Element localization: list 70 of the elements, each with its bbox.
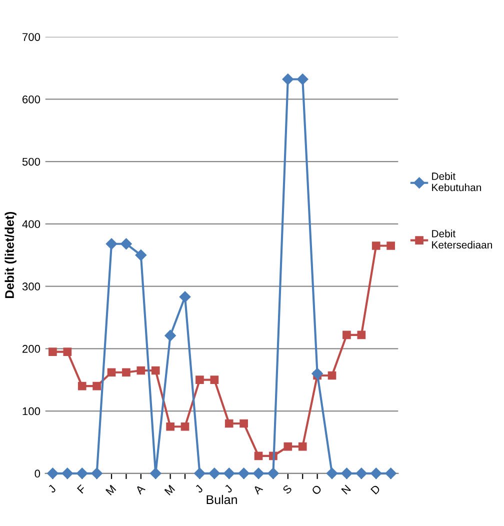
x-tick-label: A xyxy=(134,484,146,495)
point xyxy=(63,348,72,356)
point xyxy=(180,422,190,431)
y-tick-label: 700 xyxy=(22,33,40,41)
point xyxy=(224,468,235,480)
x-tick-label: M xyxy=(164,484,175,496)
y-tick-label: 500 xyxy=(22,158,40,166)
point xyxy=(370,468,382,480)
y-tick-label: 100 xyxy=(22,407,40,416)
x-tick-label: J xyxy=(224,484,233,494)
x-tick-label: M xyxy=(106,484,116,496)
point xyxy=(135,250,147,261)
point xyxy=(164,330,176,342)
point xyxy=(240,419,248,428)
point xyxy=(357,330,366,340)
point xyxy=(166,422,174,431)
point xyxy=(284,442,292,451)
point xyxy=(122,368,130,377)
point xyxy=(342,330,351,340)
x-axis-title: Bulan xyxy=(206,494,237,504)
point xyxy=(47,468,58,480)
point xyxy=(238,468,250,480)
point xyxy=(151,366,160,375)
point xyxy=(341,468,352,480)
x-tick-label: O xyxy=(311,484,322,496)
x-tick-label: S xyxy=(282,484,292,494)
point xyxy=(210,376,219,384)
y-axis-title: Debit (litet/det) xyxy=(4,212,16,298)
x-tick-label: N xyxy=(341,484,351,495)
point xyxy=(194,468,206,480)
point xyxy=(136,366,146,375)
x-tick-label: D xyxy=(370,484,381,495)
y-tick-label: 600 xyxy=(22,95,40,104)
y-tick-label: 400 xyxy=(22,220,40,228)
legend-label: Debit Ketersediaan xyxy=(432,230,492,249)
point xyxy=(372,242,380,250)
point xyxy=(252,468,264,480)
point xyxy=(224,419,234,428)
x-tick-label: F xyxy=(76,484,86,494)
y-tick-label: 0 xyxy=(34,470,40,478)
point xyxy=(282,74,294,85)
x-tick-label: A xyxy=(252,484,264,495)
point xyxy=(150,468,162,480)
point xyxy=(356,468,368,480)
point xyxy=(268,468,279,480)
point xyxy=(120,238,132,250)
point xyxy=(62,468,74,480)
legend-label: Debit Kebutuhan xyxy=(432,172,481,192)
point xyxy=(326,468,338,480)
point xyxy=(208,468,220,480)
point xyxy=(48,348,57,356)
point xyxy=(328,371,336,380)
point xyxy=(78,382,86,390)
point xyxy=(107,368,116,377)
point xyxy=(196,376,204,384)
point xyxy=(76,468,88,480)
point xyxy=(91,468,102,480)
point xyxy=(312,368,323,380)
point xyxy=(92,382,101,390)
x-tick-label: J xyxy=(47,484,56,494)
point xyxy=(298,442,307,451)
x-tick-label: J xyxy=(194,484,204,494)
point xyxy=(179,291,191,303)
y-tick-label: 200 xyxy=(22,344,40,353)
point xyxy=(385,468,396,480)
y-tick-label: 300 xyxy=(22,282,40,290)
point xyxy=(254,452,263,460)
point xyxy=(386,242,395,250)
point xyxy=(106,238,118,250)
point xyxy=(297,74,308,85)
